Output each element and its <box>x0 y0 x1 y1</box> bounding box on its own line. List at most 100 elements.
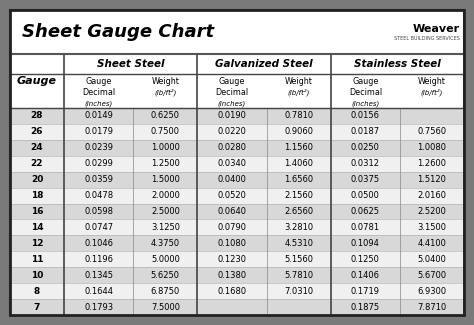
Text: Gauge: Gauge <box>219 77 245 86</box>
Bar <box>197 54 331 74</box>
Text: 0.1793: 0.1793 <box>84 303 113 312</box>
Text: 4.3750: 4.3750 <box>151 239 180 248</box>
Text: 18: 18 <box>31 191 43 200</box>
Text: 0.7560: 0.7560 <box>418 127 447 136</box>
Text: 1.5000: 1.5000 <box>151 175 180 184</box>
Text: 1.6560: 1.6560 <box>284 175 313 184</box>
Text: 0.0500: 0.0500 <box>351 191 380 200</box>
Text: 0.0790: 0.0790 <box>218 223 246 232</box>
Text: Decimal: Decimal <box>216 88 248 97</box>
Bar <box>10 267 464 283</box>
Text: Galvanized Steel: Galvanized Steel <box>215 59 313 69</box>
Text: Weight: Weight <box>151 77 179 86</box>
Text: 8: 8 <box>34 287 40 296</box>
Text: 0.1345: 0.1345 <box>84 271 113 280</box>
Text: 0.1080: 0.1080 <box>218 239 246 248</box>
Text: Weight: Weight <box>418 77 446 86</box>
Bar <box>10 54 64 108</box>
Text: 0.1680: 0.1680 <box>218 287 246 296</box>
Bar <box>10 172 464 188</box>
Text: 0.1406: 0.1406 <box>351 271 380 280</box>
Text: 1.4060: 1.4060 <box>284 159 313 168</box>
Text: 5.0000: 5.0000 <box>151 255 180 264</box>
Text: 0.0312: 0.0312 <box>351 159 380 168</box>
Bar <box>10 251 464 267</box>
Text: 6.8750: 6.8750 <box>151 287 180 296</box>
Text: 11: 11 <box>31 255 43 264</box>
Text: 0.0190: 0.0190 <box>218 111 246 121</box>
Text: 4.5310: 4.5310 <box>284 239 313 248</box>
Text: 22: 22 <box>31 159 43 168</box>
Text: Weight: Weight <box>285 77 313 86</box>
Text: 7.0310: 7.0310 <box>284 287 313 296</box>
Text: 0.7810: 0.7810 <box>284 111 313 121</box>
Text: 0.0359: 0.0359 <box>84 175 113 184</box>
Text: 2.0160: 2.0160 <box>418 191 447 200</box>
Text: 3.1250: 3.1250 <box>151 223 180 232</box>
Text: 0.1046: 0.1046 <box>84 239 113 248</box>
Text: Sheet Gauge Chart: Sheet Gauge Chart <box>22 23 214 41</box>
Text: 0.0149: 0.0149 <box>84 111 113 121</box>
Text: 1.1560: 1.1560 <box>284 143 313 152</box>
Bar <box>10 203 464 219</box>
Text: 0.0220: 0.0220 <box>218 127 246 136</box>
Text: Decimal: Decimal <box>82 88 115 97</box>
Text: 3.1500: 3.1500 <box>418 223 447 232</box>
Text: 7.5000: 7.5000 <box>151 303 180 312</box>
Text: 2.0000: 2.0000 <box>151 191 180 200</box>
Text: 26: 26 <box>31 127 43 136</box>
Text: 0.7500: 0.7500 <box>151 127 180 136</box>
Text: 20: 20 <box>31 175 43 184</box>
Text: 0.0156: 0.0156 <box>351 111 380 121</box>
Text: 5.7810: 5.7810 <box>284 271 313 280</box>
Bar <box>10 235 464 251</box>
Text: 0.1250: 0.1250 <box>351 255 380 264</box>
Text: 1.2500: 1.2500 <box>151 159 180 168</box>
Text: 0.1719: 0.1719 <box>351 287 380 296</box>
Text: (lb/ft²): (lb/ft²) <box>287 89 310 97</box>
Text: 0.0640: 0.0640 <box>218 207 246 216</box>
Text: 3.2810: 3.2810 <box>284 223 313 232</box>
Text: 0.1230: 0.1230 <box>218 255 246 264</box>
Text: 28: 28 <box>31 111 43 121</box>
Text: 10: 10 <box>31 271 43 280</box>
Text: 1.0080: 1.0080 <box>418 143 447 152</box>
Text: 14: 14 <box>31 223 43 232</box>
Text: 5.6250: 5.6250 <box>151 271 180 280</box>
Text: 6.9300: 6.9300 <box>418 287 447 296</box>
Text: 0.0250: 0.0250 <box>351 143 380 152</box>
Text: (lb/ft²): (lb/ft²) <box>421 89 443 97</box>
Text: Stainless Steel: Stainless Steel <box>354 59 441 69</box>
Text: Sheet Steel: Sheet Steel <box>97 59 164 69</box>
Text: 5.6700: 5.6700 <box>418 271 447 280</box>
Text: 0.1380: 0.1380 <box>218 271 246 280</box>
Text: 5.1560: 5.1560 <box>284 255 313 264</box>
Text: 1.2600: 1.2600 <box>418 159 447 168</box>
Text: 0.1094: 0.1094 <box>351 239 380 248</box>
Text: 0.1644: 0.1644 <box>84 287 113 296</box>
Bar <box>10 156 464 172</box>
Text: 0.1196: 0.1196 <box>84 255 113 264</box>
Text: 2.5000: 2.5000 <box>151 207 180 216</box>
Text: 0.0179: 0.0179 <box>84 127 113 136</box>
Text: 0.0747: 0.0747 <box>84 223 113 232</box>
Text: 2.1560: 2.1560 <box>284 191 313 200</box>
Bar <box>10 219 464 235</box>
Text: 5.0400: 5.0400 <box>418 255 447 264</box>
Text: 7.8710: 7.8710 <box>418 303 447 312</box>
Bar <box>10 299 464 315</box>
Text: 2.5200: 2.5200 <box>418 207 447 216</box>
Text: (lb/ft²): (lb/ft²) <box>154 89 176 97</box>
Bar <box>10 188 464 203</box>
Text: 16: 16 <box>31 207 43 216</box>
Text: 0.0781: 0.0781 <box>351 223 380 232</box>
Text: STEEL BUILDING SERVICES: STEEL BUILDING SERVICES <box>394 35 460 41</box>
Text: Gauge: Gauge <box>352 77 379 86</box>
Text: 0.0478: 0.0478 <box>84 191 113 200</box>
Bar <box>64 54 197 74</box>
Text: 0.9060: 0.9060 <box>284 127 313 136</box>
Text: (inches): (inches) <box>84 101 113 107</box>
Text: 0.0280: 0.0280 <box>218 143 246 152</box>
Bar <box>10 108 464 124</box>
Text: 0.6250: 0.6250 <box>151 111 180 121</box>
